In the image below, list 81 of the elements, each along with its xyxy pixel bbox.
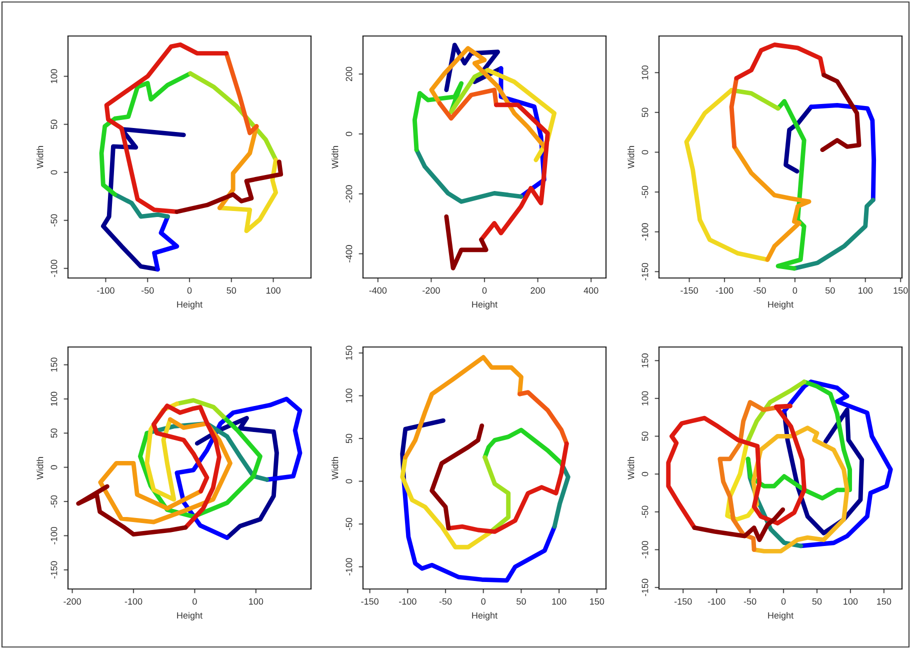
y-tick-label: -150: [50, 561, 58, 578]
x-tick-label: -400: [369, 287, 387, 294]
x-axis-title: Height: [177, 612, 202, 620]
y-tick-label: 100: [642, 391, 648, 406]
x-tick-label: 150: [877, 598, 892, 605]
x-tick-label: 100: [844, 598, 858, 605]
y-tick-label: -200: [346, 185, 352, 202]
x-axis-title: Height: [177, 301, 202, 310]
y-tick-label: -50: [642, 506, 648, 518]
y-tick-label: -50: [50, 495, 58, 508]
x-tick-label: 50: [516, 598, 526, 605]
x-tick-label: -50: [141, 287, 154, 294]
x-tick-label: 100: [266, 287, 280, 294]
x-tick-label: 200: [530, 287, 545, 294]
y-tick-label: 150: [642, 353, 648, 368]
y-tick-label: -100: [50, 260, 58, 278]
y-tick-label: -100: [642, 540, 648, 558]
x-tick-label: 0: [192, 598, 197, 605]
x-tick-label: -200: [422, 287, 440, 294]
x-tick-label: 100: [249, 598, 264, 605]
y-tick-label: 100: [346, 388, 352, 403]
y-axis-title: Width: [628, 146, 634, 168]
x-tick-label: 0: [187, 287, 192, 294]
x-tick-label: 0: [781, 598, 786, 605]
x-tick-label: 100: [858, 287, 873, 294]
x-tick-label: -100: [716, 287, 734, 294]
x-tick-label: 150: [894, 287, 908, 294]
y-tick-label: -100: [346, 558, 352, 576]
x-tick-label: -100: [97, 287, 114, 294]
y-tick-label: 200: [346, 66, 352, 82]
y-axis-title: Width: [332, 457, 338, 480]
y-tick-label: 0: [642, 150, 648, 154]
y-tick-label: 50: [50, 120, 58, 130]
x-tick-label: 50: [226, 287, 236, 294]
x-tick-label: 100: [552, 598, 566, 605]
y-tick-label: 50: [346, 434, 352, 444]
y-tick-label: -100: [50, 526, 58, 544]
x-tick-label: -50: [744, 598, 756, 605]
y-tick-label: 150: [50, 358, 58, 372]
x-axis-title: Height: [768, 301, 794, 310]
x-tick-label: -50: [754, 287, 766, 294]
x-tick-label: -150: [361, 598, 378, 605]
x-tick-label: -100: [399, 598, 416, 605]
x-tick-label: 50: [825, 287, 835, 294]
y-tick-label: 0: [50, 465, 58, 470]
x-tick-label: 400: [584, 287, 598, 294]
y-tick-label: -50: [346, 518, 352, 530]
x-axis-title: Height: [472, 301, 498, 310]
x-tick-label: -150: [674, 598, 692, 605]
y-tick-label: 150: [346, 346, 352, 360]
x-axis-title: Height: [472, 612, 498, 620]
y-tick-label: -150: [642, 262, 648, 280]
y-tick-label: -50: [50, 214, 58, 227]
y-tick-label: -400: [346, 245, 352, 262]
y-tick-label: -100: [642, 223, 648, 240]
y-axis-title: Width: [36, 146, 44, 168]
x-tick-label: 150: [590, 598, 604, 605]
y-tick-label: 100: [642, 65, 648, 80]
x-tick-label: -100: [708, 598, 726, 605]
x-tick-label: 50: [812, 598, 822, 605]
y-tick-label: 100: [50, 392, 58, 406]
x-tick-label: -200: [64, 598, 81, 605]
y-tick-label: 0: [346, 132, 352, 136]
y-tick-label: 50: [642, 108, 648, 118]
x-axis-title: Height: [768, 612, 794, 620]
y-axis-title: Width: [332, 146, 338, 168]
y-tick-label: 50: [642, 432, 648, 441]
y-axis-title: Width: [628, 457, 634, 480]
y-axis-title: Width: [36, 457, 44, 480]
x-tick-label: -100: [124, 598, 142, 605]
x-tick-label: 0: [481, 598, 486, 605]
x-tick-label: -50: [439, 598, 452, 605]
y-tick-label: 50: [50, 428, 58, 438]
y-tick-label: 0: [50, 170, 58, 175]
x-tick-label: 0: [792, 287, 798, 294]
x-tick-label: 0: [482, 287, 487, 294]
y-tick-label: 0: [642, 472, 648, 476]
y-tick-label: 0: [346, 479, 352, 484]
y-tick-label: -50: [642, 186, 648, 198]
x-tick-label: -150: [680, 287, 698, 294]
y-tick-label: 100: [50, 69, 58, 84]
